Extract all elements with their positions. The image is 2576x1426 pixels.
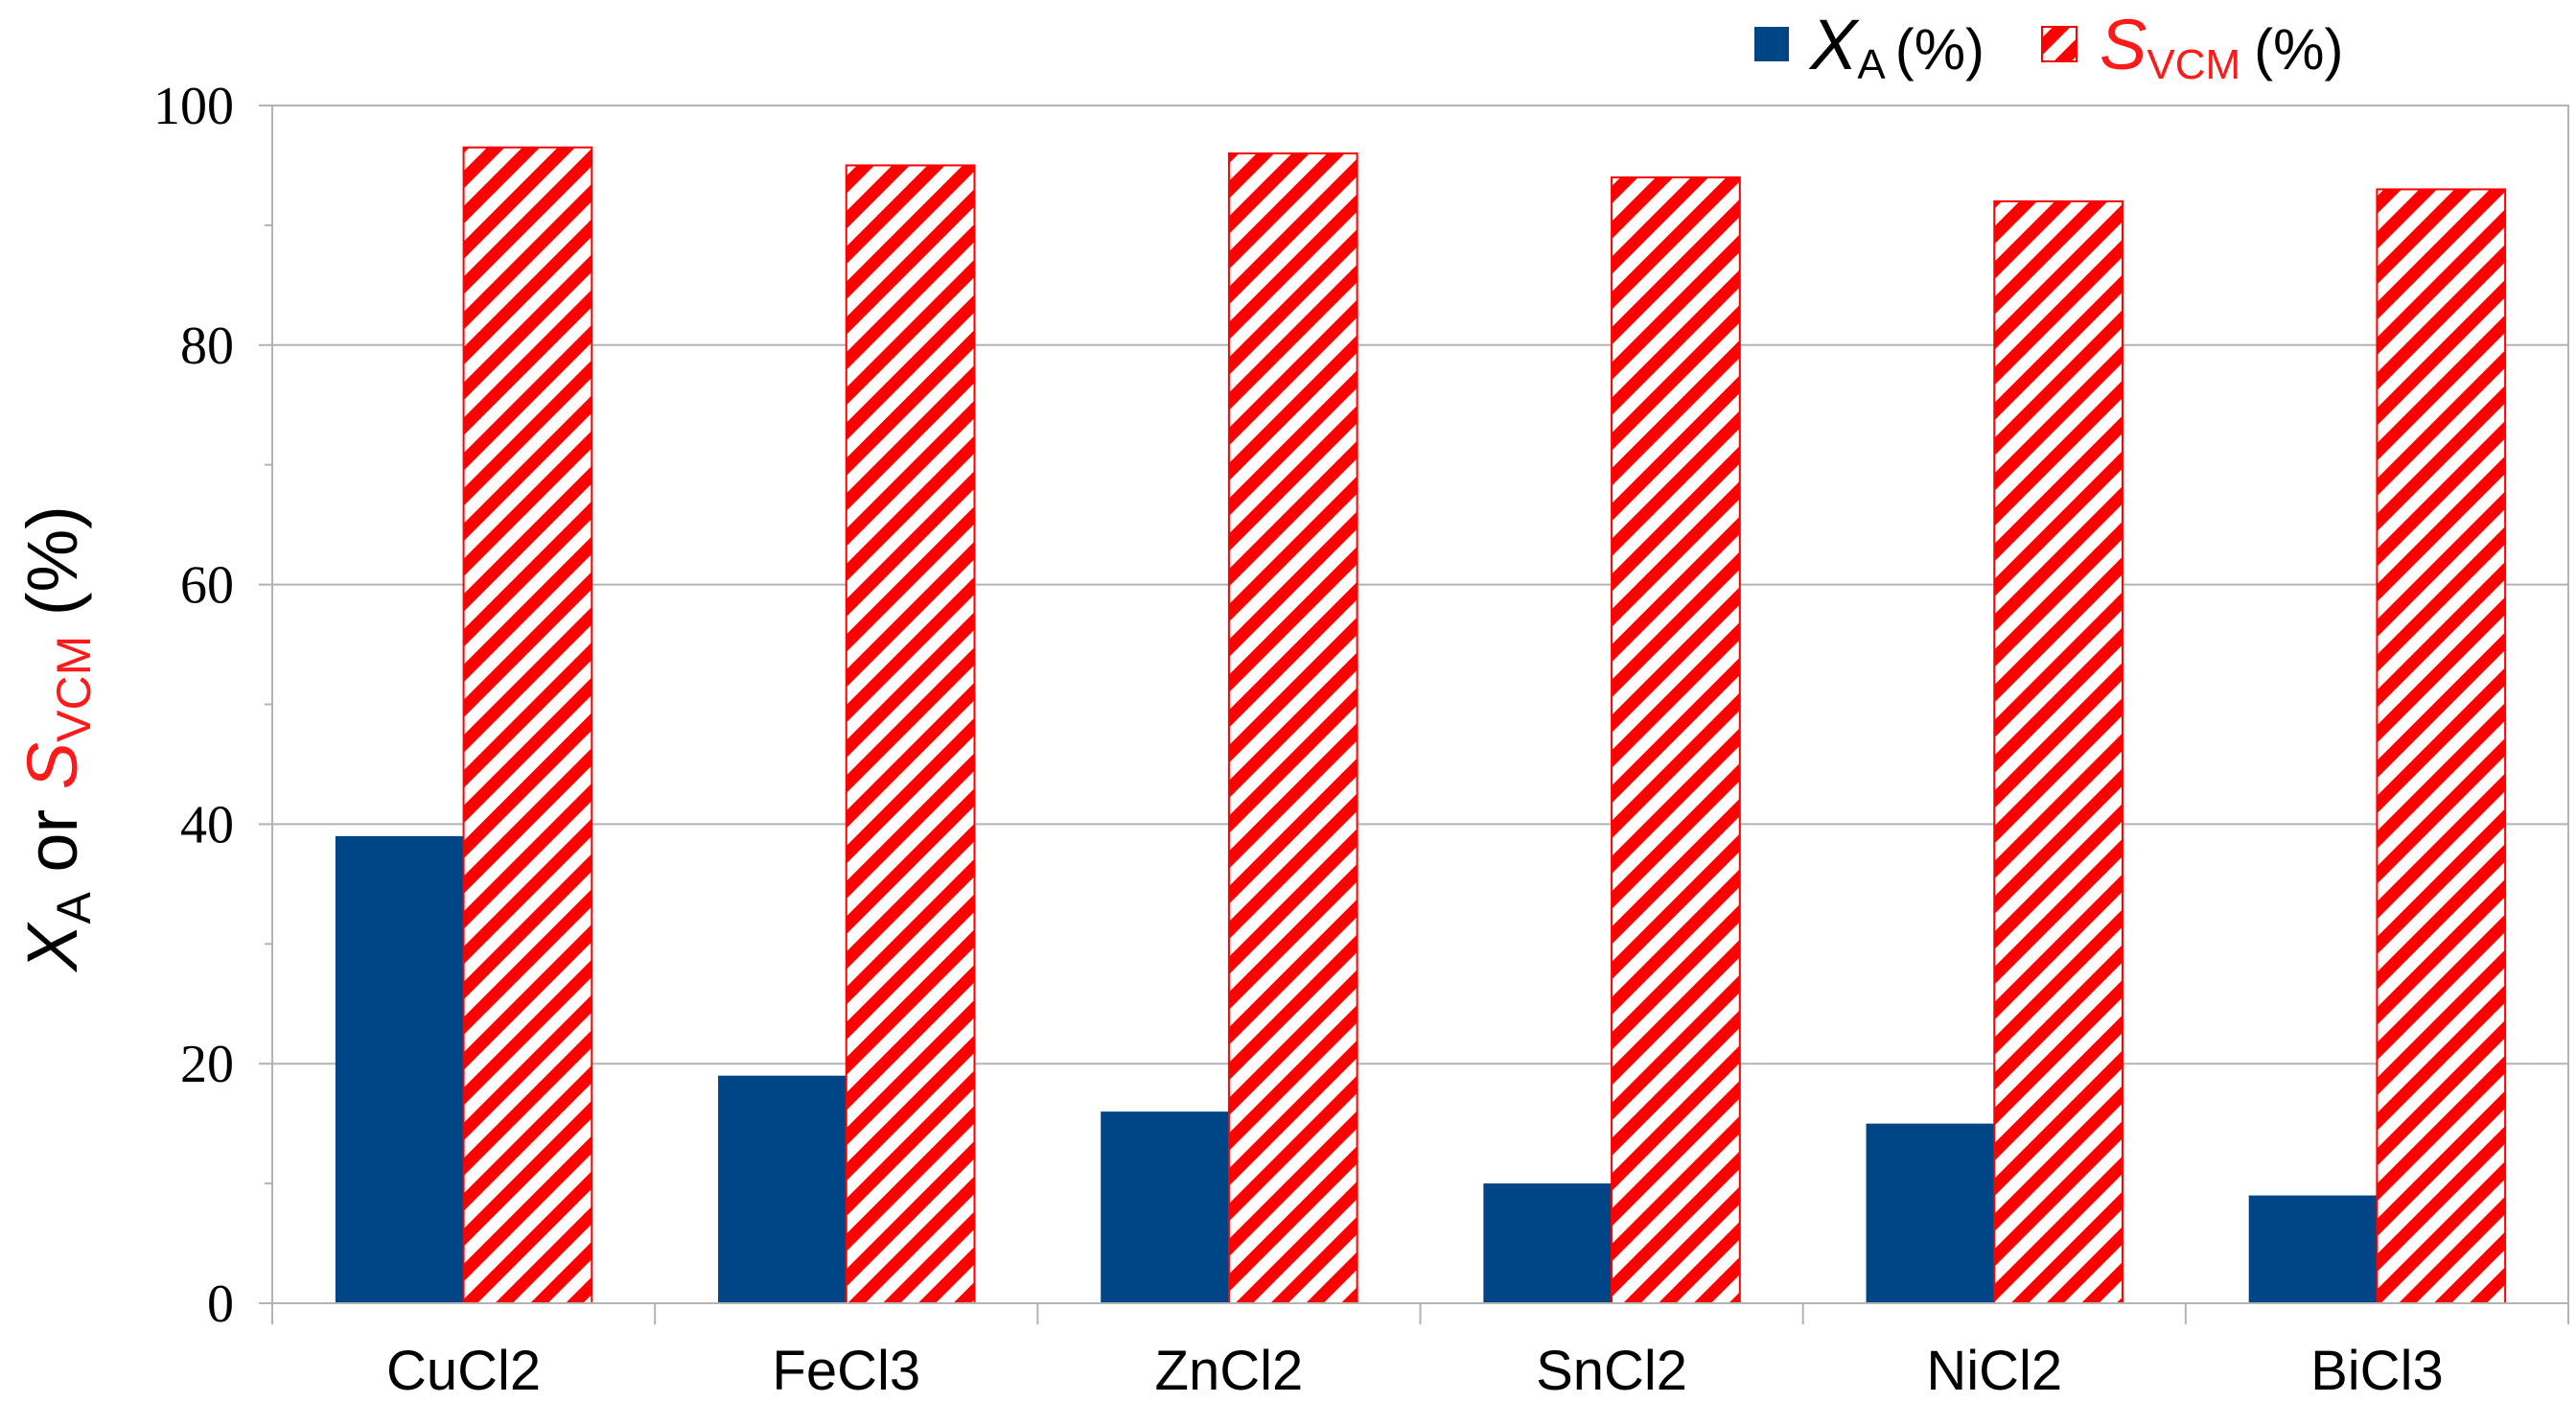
bar-svcm-NiCl2	[1993, 199, 2123, 1304]
bar-xa-FeCl3	[718, 1075, 847, 1303]
x-tick-label-NiCl2: NiCl2	[1926, 1340, 2062, 1402]
y-label-s-sub: VCM	[47, 636, 101, 742]
gridlines	[272, 105, 2568, 1065]
y-tick-label: 20	[180, 1035, 234, 1094]
bar-svcm-SnCl2	[1611, 175, 1741, 1305]
y-tick-label: 0	[207, 1274, 234, 1334]
y-label-x-sub: A	[47, 892, 101, 924]
x-tick-label-FeCl3: FeCl3	[772, 1340, 920, 1402]
legend-label-svcm: SVCM (%)	[2100, 5, 2343, 88]
bar-xa-CuCl2	[335, 835, 464, 1303]
legend: XA (%) SVCM (%)	[1754, 5, 2343, 88]
y-label-or: or	[12, 809, 92, 873]
y-tick-label: 80	[180, 316, 234, 376]
x-tick-label-CuCl2: CuCl2	[386, 1340, 541, 1402]
y-label-s-symbol: S	[12, 742, 92, 789]
y-label-unit: (%)	[12, 505, 92, 616]
y-tick-label: 100	[153, 77, 234, 136]
y-axis-ticks: 0 20 40 60 80 100	[153, 77, 272, 1334]
plot-area	[271, 105, 2569, 1304]
y-tick-label: 40	[180, 795, 234, 854]
bar-svcm-FeCl3	[845, 164, 976, 1305]
x-tick-label-BiCl3: BiCl3	[2310, 1340, 2444, 1402]
legend-swatch-xa	[1754, 27, 1789, 61]
bars	[335, 146, 2507, 1305]
bar-svcm-BiCl3	[2376, 188, 2507, 1304]
bar-xa-NiCl2	[1866, 1123, 1995, 1303]
y-axis-label: XA or SVCM (%)	[12, 505, 101, 973]
bar-xa-SnCl2	[1483, 1183, 1613, 1303]
y-tick-label: 60	[180, 556, 234, 616]
bar-svcm-ZnCl2	[1227, 152, 1358, 1305]
x-tick-label-SnCl2: SnCl2	[1536, 1340, 1687, 1402]
legend-label-xa: XA (%)	[1808, 5, 1984, 88]
bar-xa-ZnCl2	[1101, 1111, 1229, 1303]
bar-svcm-CuCl2	[462, 146, 593, 1305]
x-axis-ticks: CuCl2 FeCl3 ZnCl2 SnCl2 NiCl2 BiCl3	[271, 1303, 2569, 1402]
bar-xa-BiCl3	[2248, 1195, 2378, 1303]
legend-swatch-svcm	[2041, 26, 2077, 62]
y-minor-ticks	[265, 223, 272, 1185]
x-tick-label-ZnCl2: ZnCl2	[1155, 1340, 1304, 1402]
y-label-x-symbol: X	[12, 922, 92, 973]
